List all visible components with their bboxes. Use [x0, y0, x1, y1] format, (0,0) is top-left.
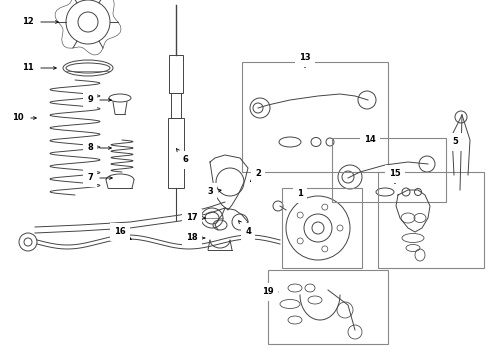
Text: 4: 4: [239, 221, 251, 237]
Text: 1: 1: [296, 189, 303, 198]
Text: 17: 17: [186, 213, 205, 222]
Bar: [332, 138, 446, 202]
Bar: [282, 188, 362, 268]
Text: 19: 19: [262, 288, 278, 297]
Text: 15: 15: [389, 170, 401, 183]
Text: 7: 7: [87, 174, 112, 183]
Text: 8: 8: [87, 144, 111, 153]
Text: 9: 9: [87, 95, 111, 104]
Bar: [171, 93, 181, 118]
Text: 14: 14: [364, 135, 376, 144]
Text: 3: 3: [207, 188, 221, 197]
Bar: [378, 172, 484, 268]
Text: 6: 6: [176, 149, 188, 165]
Text: 2: 2: [250, 170, 261, 181]
Bar: [168, 118, 184, 188]
Text: 13: 13: [299, 54, 311, 67]
Text: 16: 16: [114, 228, 131, 239]
Text: 5: 5: [452, 138, 458, 147]
Text: 12: 12: [22, 18, 58, 27]
Text: 18: 18: [186, 234, 205, 243]
Bar: [268, 270, 388, 344]
Bar: [242, 62, 388, 172]
Text: 10: 10: [12, 113, 36, 122]
Bar: [169, 55, 183, 93]
Text: 11: 11: [22, 63, 56, 72]
